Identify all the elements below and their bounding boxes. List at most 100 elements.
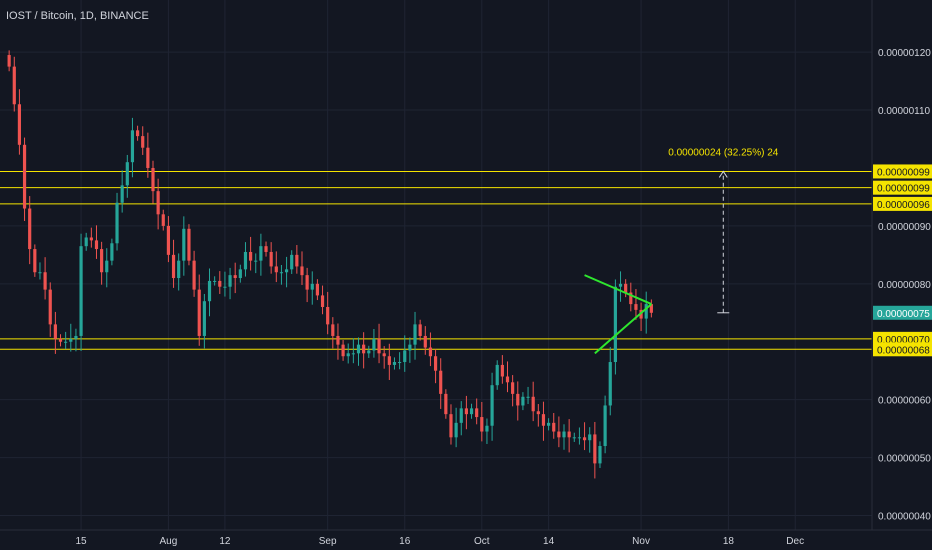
price-axis-background — [872, 0, 932, 530]
chart-title: IOST / Bitcoin, 1D, BINANCE — [6, 10, 149, 22]
candle-body — [444, 393, 448, 415]
candle-body — [315, 283, 319, 296]
candle-body — [547, 422, 551, 426]
candle-body — [17, 104, 22, 145]
candle-body — [531, 396, 535, 412]
candle-body — [567, 431, 571, 438]
level-tag — [873, 180, 932, 195]
candle-body — [300, 266, 304, 276]
candle-body — [326, 306, 330, 325]
triangle-upper-line — [584, 274, 652, 306]
triangle-pattern — [584, 274, 653, 355]
candle-body — [274, 266, 278, 273]
candle-body — [603, 405, 607, 447]
candle-body — [171, 254, 176, 279]
candle-body — [166, 225, 170, 255]
candle-body — [387, 356, 391, 365]
candle-body — [341, 344, 345, 357]
candle-body — [634, 304, 638, 310]
candle-body — [516, 393, 520, 406]
grid — [0, 0, 872, 530]
y-tick-label: 0.00000120 — [878, 48, 931, 59]
candle-body — [177, 260, 181, 279]
candle-body — [295, 254, 299, 267]
candle-body — [526, 396, 530, 398]
candle-body — [392, 362, 397, 365]
candle-body — [428, 347, 433, 357]
current-price-label: 0.00000075 — [877, 309, 930, 320]
candle-body — [541, 414, 546, 426]
candle-body — [449, 414, 453, 438]
x-tick-label: Oct — [474, 536, 490, 547]
candle-body — [207, 280, 212, 302]
candle-body — [279, 272, 284, 274]
candle-body — [351, 353, 355, 355]
measure-label: 0.00000024 (32.25%) 24 — [668, 147, 779, 158]
candle-body — [254, 260, 258, 262]
candle-body — [243, 251, 248, 270]
x-tick-label: 12 — [219, 536, 231, 547]
y-tick-label: 0.00000090 — [878, 222, 931, 233]
candle-body — [64, 341, 68, 343]
price-tags: 0.00000099 0.00000099 0.00000096 0.00000070… — [873, 164, 932, 357]
candle-body — [459, 408, 463, 423]
candle-body — [264, 246, 268, 252]
candle-body — [284, 269, 289, 273]
candle-body — [259, 246, 263, 261]
candle-body — [22, 144, 27, 209]
candle-body — [346, 353, 350, 357]
candle-body — [156, 191, 160, 215]
current-price-tag — [873, 305, 932, 320]
candle-body — [495, 364, 499, 386]
candle-body — [310, 283, 314, 290]
candle-body — [598, 446, 602, 464]
candle-body — [382, 353, 386, 357]
candle-body — [593, 434, 597, 464]
candle-body — [403, 350, 407, 363]
candle-body — [38, 272, 42, 274]
candle-body — [125, 162, 129, 186]
y-tick-label: 0.00000080 — [878, 280, 931, 291]
x-tick-label: Aug — [160, 536, 178, 547]
candle-body — [223, 286, 227, 288]
candle-body — [130, 130, 135, 163]
candle-body — [249, 251, 253, 261]
x-tick-label: Dec — [786, 536, 804, 547]
triangle-lower-line — [594, 303, 653, 355]
candle-body — [89, 237, 93, 241]
x-tick-label: 14 — [543, 536, 555, 547]
level-tag — [873, 196, 932, 211]
candle-body — [418, 324, 422, 336]
level-tag-label: 0.00000099 — [877, 184, 930, 195]
candle-body — [552, 422, 556, 432]
candle-body — [161, 214, 165, 226]
candle-body — [84, 237, 88, 247]
candle-body — [79, 246, 83, 336]
candle-body — [58, 338, 63, 342]
candle-body — [469, 408, 474, 415]
candle-body — [33, 249, 37, 273]
candle-body — [290, 254, 294, 270]
price-range-measure: 0.00000024 (32.25%) 24 — [668, 147, 779, 314]
candle-body — [490, 385, 494, 426]
y-tick-label: 0.00000040 — [878, 512, 931, 523]
candle-body — [356, 344, 361, 354]
candle-body — [100, 249, 104, 273]
candle-body — [649, 304, 653, 313]
candle-body — [331, 324, 335, 336]
candle-body — [608, 362, 612, 406]
candle-body — [439, 370, 443, 394]
candle-body — [28, 208, 32, 250]
candle-body — [557, 431, 561, 438]
candle-body — [582, 437, 587, 441]
candle-body — [269, 251, 273, 267]
candle-body — [644, 304, 648, 319]
candle-body — [408, 344, 412, 351]
candle-body — [218, 280, 222, 287]
candle-body — [454, 422, 458, 438]
candle-body — [572, 437, 576, 439]
level-tag — [873, 164, 932, 179]
level-tag-label: 0.00000070 — [877, 335, 930, 346]
